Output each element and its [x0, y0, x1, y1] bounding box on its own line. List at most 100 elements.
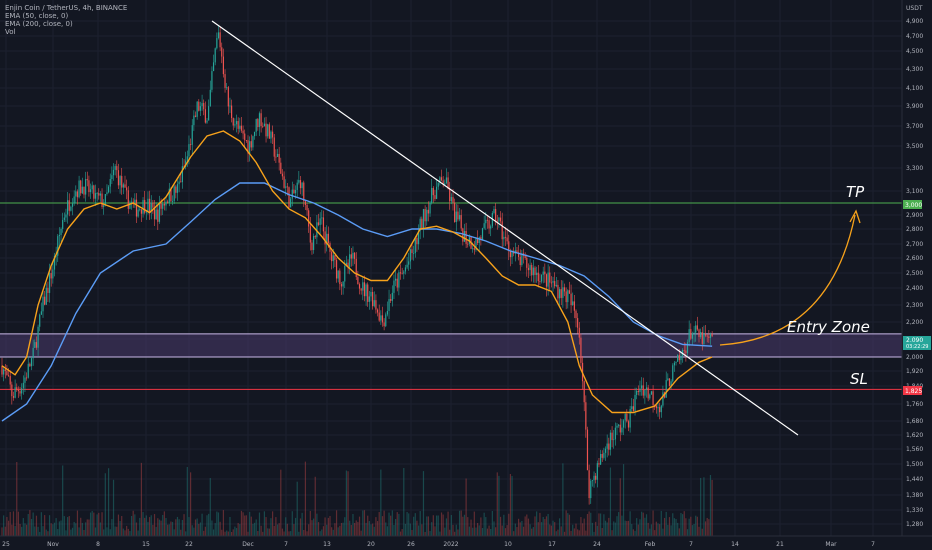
candle-body: [439, 177, 441, 183]
volume-bar: [231, 531, 233, 536]
candle-body: [555, 284, 557, 287]
volume-bar: [621, 515, 623, 536]
candle-body: [191, 125, 193, 145]
candle-body: [149, 198, 151, 212]
price-tick-label: 1,560: [906, 446, 923, 453]
volume-bar: [349, 520, 351, 536]
volume-bar: [147, 521, 149, 536]
candle-body: [62, 219, 64, 229]
candle-body: [193, 115, 195, 126]
volume-bar: [603, 514, 605, 536]
volume-bar: [437, 515, 439, 536]
volume-bar: [204, 526, 206, 536]
candle-body: [231, 105, 233, 119]
volume-bar: [427, 516, 429, 536]
volume-bar: [135, 522, 138, 536]
candle-body: [67, 200, 69, 215]
candle-body: [496, 220, 498, 222]
candle-body: [696, 325, 698, 330]
price-tick-label: 1,920: [906, 368, 923, 375]
candle-body: [47, 287, 49, 293]
candle-body: [398, 272, 400, 288]
candle-body: [365, 284, 367, 297]
candle-body: [216, 38, 218, 49]
candle-body: [358, 284, 361, 289]
grid: [0, 0, 902, 536]
candle-body: [454, 202, 456, 223]
candle-body: [629, 408, 631, 428]
volume-bar: [57, 529, 59, 536]
volume-bar: [22, 518, 24, 536]
candle-body: [208, 106, 210, 121]
time-tick-label: 10: [504, 541, 512, 548]
volume-bar: [555, 531, 557, 536]
volume-bar: [40, 512, 42, 536]
candle-body: [473, 248, 475, 250]
volume-bar: [478, 525, 480, 536]
volume-bar: [247, 531, 249, 536]
candle-body: [637, 390, 639, 392]
price-tick-label: 4,300: [906, 66, 923, 73]
price-axis[interactable]: [902, 0, 932, 536]
volume-bar: [337, 527, 339, 536]
candle-body: [321, 217, 323, 219]
candle-body: [465, 230, 467, 244]
candle-body: [262, 125, 264, 127]
candle-body: [444, 183, 446, 185]
volume-bar: [255, 519, 257, 536]
candle-body: [217, 32, 220, 39]
volume-bar: [511, 475, 513, 536]
volume-bar: [554, 522, 556, 536]
volume-bar: [170, 521, 172, 536]
candle-body: [413, 253, 415, 254]
volume-bar: [199, 522, 202, 536]
time-axis[interactable]: [0, 536, 932, 550]
candle-body: [335, 259, 338, 279]
candle-body: [170, 188, 172, 202]
volume-bar: [670, 525, 672, 536]
candle-body: [701, 332, 703, 344]
candle-body: [363, 282, 366, 297]
entry-zone-rect: [0, 333, 902, 357]
candle-body: [662, 392, 664, 406]
volume-bar: [322, 526, 325, 536]
price-axis-ticks: 4,900 4,700 4,500 4,300 4,100 3,900 3,700 3,500…: [906, 18, 923, 528]
candle-body: [609, 432, 612, 450]
volume-bar: [586, 513, 589, 536]
time-tick-label: Dec: [242, 541, 254, 548]
volume-bar: [194, 519, 197, 536]
volume-bar: [496, 472, 498, 536]
volume-bar: [150, 515, 152, 536]
candle-body: [88, 180, 90, 193]
volume-bar: [463, 514, 466, 536]
volume-bar: [632, 529, 634, 536]
volume-bar: [522, 526, 525, 536]
volume-bar: [86, 519, 88, 536]
candle-body: [391, 292, 393, 301]
candle-body: [375, 300, 377, 310]
volume-bar: [134, 514, 136, 536]
candle-body: [291, 189, 293, 199]
candle-body: [78, 180, 80, 198]
volume-bar: [245, 515, 247, 536]
volume-bar: [304, 461, 306, 536]
candle-body: [103, 205, 105, 207]
candle-body: [532, 267, 534, 276]
time-tick-label: 13: [323, 541, 331, 548]
candle-body: [378, 312, 380, 321]
price-tick-label: 2,800: [906, 226, 923, 233]
candle-body: [252, 136, 254, 148]
candle-body: [608, 443, 610, 450]
candle-body: [703, 333, 705, 344]
volume-bar: [3, 515, 5, 536]
volume-bar: [186, 467, 188, 536]
volume-bar: [111, 519, 113, 536]
volume-bar: [660, 510, 662, 536]
candle-body: [519, 257, 521, 266]
candle-body: [562, 287, 564, 298]
volume-bar: [686, 529, 689, 536]
candle-body: [76, 191, 79, 198]
candle-body: [94, 193, 97, 199]
volume-bar: [101, 512, 103, 536]
